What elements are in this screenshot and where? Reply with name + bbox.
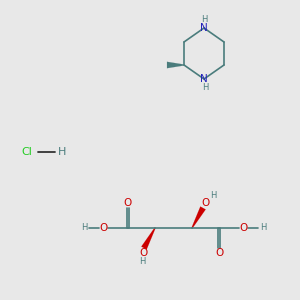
Text: O: O xyxy=(239,223,247,233)
Text: N: N xyxy=(200,74,208,84)
Polygon shape xyxy=(141,228,155,249)
Text: O: O xyxy=(124,198,132,208)
Text: H: H xyxy=(81,224,87,232)
Text: H: H xyxy=(210,190,216,200)
Polygon shape xyxy=(192,207,206,228)
Text: O: O xyxy=(140,248,148,258)
Text: H: H xyxy=(260,224,266,232)
Text: H: H xyxy=(139,256,145,266)
Text: H: H xyxy=(202,83,208,92)
Text: O: O xyxy=(215,248,223,258)
Text: H: H xyxy=(201,14,207,23)
Text: O: O xyxy=(201,198,209,208)
Text: Cl: Cl xyxy=(22,147,32,157)
Text: H: H xyxy=(58,147,66,157)
Text: O: O xyxy=(100,223,108,233)
Polygon shape xyxy=(167,62,184,68)
Text: N: N xyxy=(200,23,208,33)
